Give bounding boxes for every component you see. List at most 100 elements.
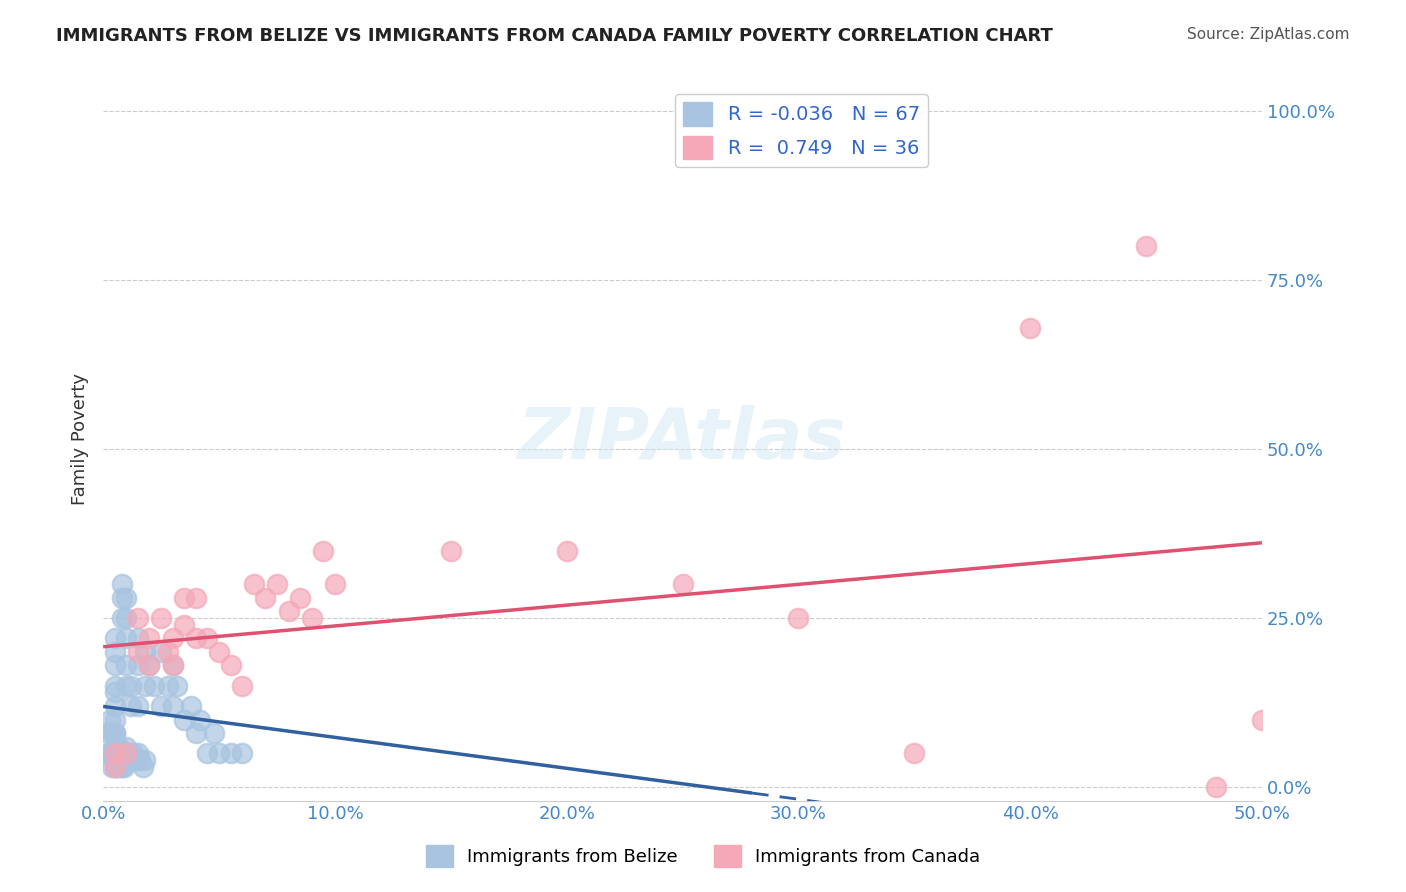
- Point: [184, 591, 207, 605]
- Point: [111, 760, 134, 774]
- Point: [671, 577, 693, 591]
- Point: [301, 611, 323, 625]
- Point: [150, 611, 173, 625]
- Point: [138, 658, 160, 673]
- Y-axis label: Family Poverty: Family Poverty: [72, 373, 89, 505]
- Point: [101, 726, 124, 740]
- Point: [108, 739, 131, 754]
- Point: [157, 679, 180, 693]
- Point: [127, 658, 149, 673]
- Point: [208, 747, 231, 761]
- Point: [120, 698, 142, 713]
- Point: [104, 685, 127, 699]
- Point: [111, 591, 134, 605]
- Point: [266, 577, 288, 591]
- Point: [180, 698, 202, 713]
- Point: [127, 698, 149, 713]
- Point: [150, 645, 173, 659]
- Text: IMMIGRANTS FROM BELIZE VS IMMIGRANTS FROM CANADA FAMILY POVERTY CORRELATION CHAR: IMMIGRANTS FROM BELIZE VS IMMIGRANTS FRO…: [56, 27, 1053, 45]
- Point: [143, 679, 166, 693]
- Point: [115, 632, 138, 646]
- Point: [134, 645, 156, 659]
- Point: [173, 618, 195, 632]
- Point: [104, 645, 127, 659]
- Point: [115, 658, 138, 673]
- Point: [112, 760, 135, 774]
- Point: [197, 632, 219, 646]
- Text: ZIPAtlas: ZIPAtlas: [519, 405, 846, 474]
- Point: [104, 747, 127, 761]
- Point: [231, 679, 253, 693]
- Point: [134, 753, 156, 767]
- Point: [115, 611, 138, 625]
- Point: [184, 632, 207, 646]
- Point: [312, 543, 335, 558]
- Point: [101, 747, 124, 761]
- Point: [440, 543, 463, 558]
- Point: [117, 747, 139, 761]
- Point: [1205, 780, 1227, 794]
- Point: [104, 632, 127, 646]
- Point: [231, 747, 253, 761]
- Point: [166, 679, 188, 693]
- Point: [104, 713, 127, 727]
- Point: [202, 726, 225, 740]
- Point: [150, 698, 173, 713]
- Point: [115, 679, 138, 693]
- Point: [1251, 713, 1274, 727]
- Point: [127, 611, 149, 625]
- Text: Source: ZipAtlas.com: Source: ZipAtlas.com: [1187, 27, 1350, 42]
- Point: [162, 632, 184, 646]
- Point: [555, 543, 578, 558]
- Point: [97, 726, 120, 740]
- Point: [98, 747, 121, 761]
- Point: [127, 645, 149, 659]
- Point: [111, 611, 134, 625]
- Point: [105, 739, 128, 754]
- Point: [104, 698, 127, 713]
- Point: [97, 747, 120, 761]
- Point: [111, 577, 134, 591]
- Point: [787, 611, 810, 625]
- Point: [108, 760, 131, 774]
- Point: [208, 645, 231, 659]
- Point: [277, 604, 299, 618]
- Point: [138, 658, 160, 673]
- Point: [184, 726, 207, 740]
- Point: [219, 658, 242, 673]
- Point: [104, 726, 127, 740]
- Point: [105, 760, 128, 774]
- Point: [120, 753, 142, 767]
- Point: [127, 747, 149, 761]
- Point: [138, 632, 160, 646]
- Point: [104, 679, 127, 693]
- Point: [104, 658, 127, 673]
- Point: [115, 739, 138, 754]
- Point: [129, 753, 152, 767]
- Point: [288, 591, 311, 605]
- Point: [104, 760, 127, 774]
- Point: [903, 747, 925, 761]
- Point: [323, 577, 346, 591]
- Point: [104, 726, 127, 740]
- Point: [197, 747, 219, 761]
- Point: [254, 591, 277, 605]
- Point: [101, 760, 124, 774]
- Point: [219, 747, 242, 761]
- Point: [162, 658, 184, 673]
- Point: [127, 632, 149, 646]
- Point: [173, 713, 195, 727]
- Point: [104, 747, 127, 761]
- Point: [1135, 239, 1157, 253]
- Point: [115, 591, 138, 605]
- Point: [111, 747, 134, 761]
- Point: [120, 679, 142, 693]
- Point: [131, 760, 153, 774]
- Point: [112, 747, 135, 761]
- Legend: R = -0.036   N = 67, R =  0.749   N = 36: R = -0.036 N = 67, R = 0.749 N = 36: [675, 95, 928, 167]
- Point: [242, 577, 264, 591]
- Point: [134, 679, 156, 693]
- Legend: Immigrants from Belize, Immigrants from Canada: Immigrants from Belize, Immigrants from …: [419, 838, 987, 874]
- Point: [122, 747, 145, 761]
- Point: [115, 747, 138, 761]
